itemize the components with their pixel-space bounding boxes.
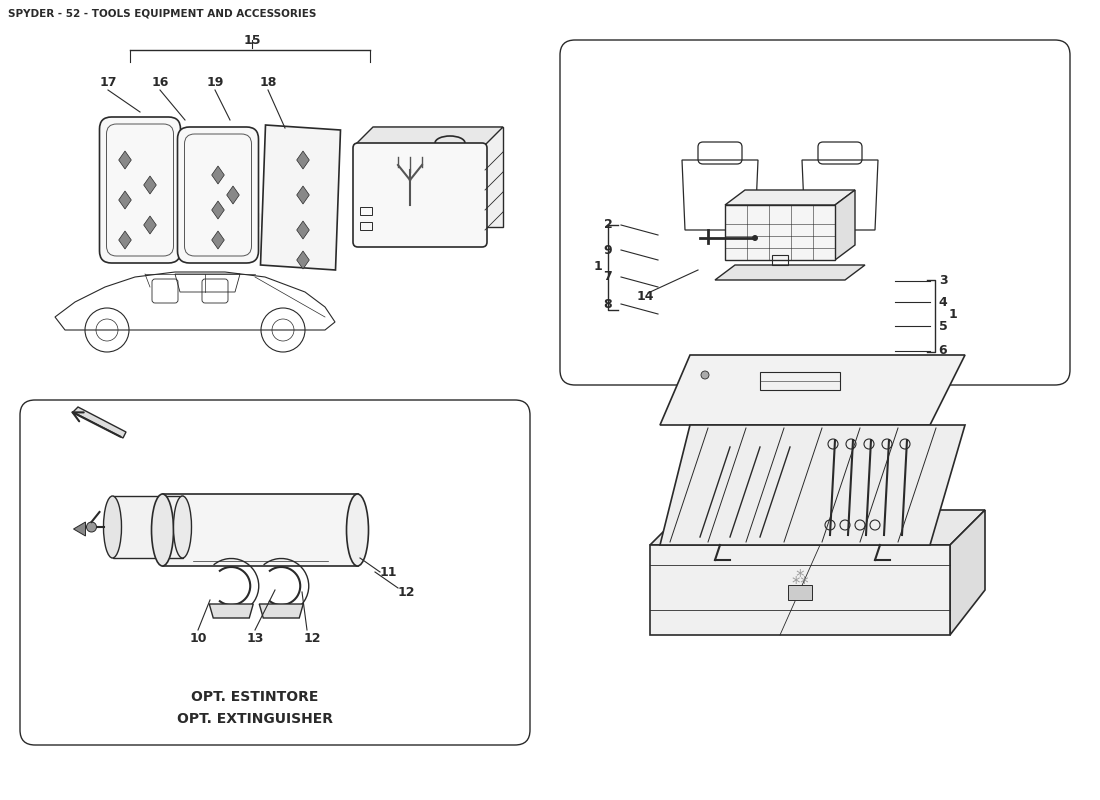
Bar [760,372,840,390]
Text: OPT. EXTINGUISHER: OPT. EXTINGUISHER [177,712,333,726]
Text: 12: 12 [397,586,415,599]
FancyBboxPatch shape [560,40,1070,385]
Polygon shape [73,407,126,438]
Text: 15: 15 [243,34,261,46]
Polygon shape [660,425,965,545]
Polygon shape [119,191,131,209]
Text: 10: 10 [189,631,207,645]
FancyBboxPatch shape [353,143,487,247]
Ellipse shape [174,496,191,558]
FancyBboxPatch shape [177,127,258,263]
Text: 8: 8 [604,298,613,310]
Text: 2: 2 [604,218,613,231]
Bar [112,496,183,558]
Text: 13: 13 [246,631,264,645]
Text: eurospares: eurospares [736,558,894,582]
Polygon shape [119,151,131,169]
Circle shape [87,522,97,532]
Text: 14: 14 [636,290,653,303]
Polygon shape [650,510,984,545]
Polygon shape [211,201,224,219]
Polygon shape [74,522,86,536]
Polygon shape [373,127,503,227]
Polygon shape [119,231,131,249]
Text: 4: 4 [938,295,947,309]
Polygon shape [144,216,156,234]
Text: 7: 7 [604,270,613,283]
Text: eurospares: eurospares [146,553,304,577]
Polygon shape [297,151,309,169]
Text: 19: 19 [207,75,223,89]
Bar [725,205,835,260]
Polygon shape [211,231,224,249]
Circle shape [752,235,758,241]
FancyBboxPatch shape [20,400,530,745]
Text: 17: 17 [99,75,117,89]
Polygon shape [227,186,240,204]
Bar [772,255,788,265]
Text: SPYDER - 52 - TOOLS EQUIPMENT AND ACCESSORIES: SPYDER - 52 - TOOLS EQUIPMENT AND ACCESS… [8,8,317,18]
FancyBboxPatch shape [99,117,180,263]
Bar [360,207,372,215]
Bar [163,494,358,566]
Text: OPT. ESTINTORE: OPT. ESTINTORE [191,690,319,704]
Text: 1: 1 [948,309,957,322]
Polygon shape [355,127,503,145]
Text: 12: 12 [304,631,321,645]
Text: 1: 1 [594,261,603,274]
Ellipse shape [346,494,368,566]
Text: 3: 3 [938,274,947,287]
Text: 16: 16 [152,75,168,89]
Bar [788,585,812,600]
Polygon shape [660,355,965,425]
Polygon shape [260,604,304,618]
Polygon shape [144,176,156,194]
Polygon shape [297,221,309,239]
Bar [360,222,372,230]
Circle shape [701,371,710,379]
Bar [650,545,950,635]
Text: 5: 5 [938,319,947,333]
Polygon shape [297,186,309,204]
Text: 18: 18 [260,75,277,89]
Text: eurospares: eurospares [151,208,309,232]
Polygon shape [715,265,865,280]
Polygon shape [835,190,855,260]
Polygon shape [950,510,984,635]
Polygon shape [211,166,224,184]
Text: 9: 9 [604,243,613,257]
Polygon shape [725,190,855,205]
Text: ⁂: ⁂ [792,569,808,587]
Text: eurospares: eurospares [736,198,894,222]
Ellipse shape [152,494,174,566]
Polygon shape [261,125,341,270]
Text: 6: 6 [938,345,947,358]
Ellipse shape [103,496,121,558]
Text: 11: 11 [379,566,397,578]
Polygon shape [209,604,253,618]
Polygon shape [297,251,309,269]
